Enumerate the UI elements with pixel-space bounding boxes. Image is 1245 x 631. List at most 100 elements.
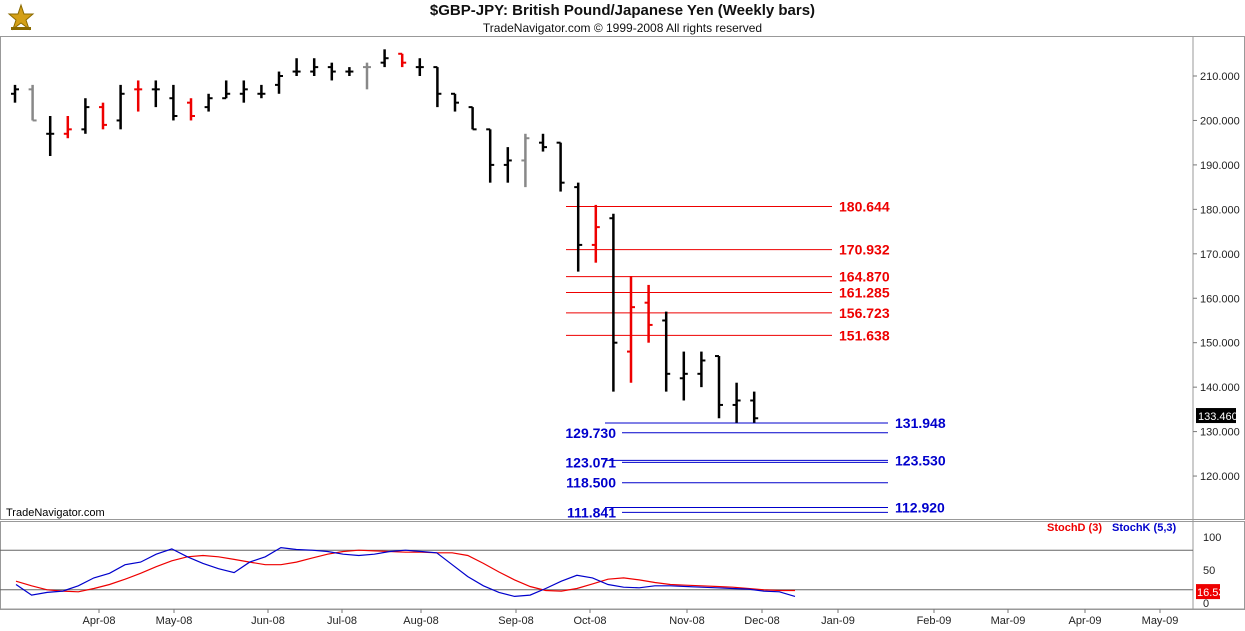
ohlc-bar bbox=[591, 204, 600, 263]
ohlc-bar bbox=[380, 49, 389, 68]
fib-level-label-blue: 123.530 bbox=[895, 452, 946, 468]
ohlc-bar bbox=[99, 102, 107, 130]
x-tick-label: Apr-08 bbox=[82, 615, 115, 627]
ohlc-bar bbox=[398, 52, 407, 68]
ohlc-bar bbox=[11, 84, 19, 103]
ohlc-bar bbox=[662, 311, 671, 392]
x-tick-label: Jan-09 bbox=[821, 615, 855, 627]
stoch-last-label: 16.53 bbox=[1197, 587, 1225, 599]
ohlc-bar bbox=[222, 80, 231, 100]
fib-level-label-red: 164.870 bbox=[839, 269, 890, 285]
stoch-series-line bbox=[15, 549, 795, 593]
ohlc-bar bbox=[187, 98, 195, 121]
fib-level-label-red: 170.932 bbox=[839, 242, 890, 258]
price-y-tick-label: 190.000 bbox=[1200, 160, 1240, 172]
legend-stochd: StochD (3) bbox=[1047, 522, 1102, 534]
ohlc-bar bbox=[627, 276, 635, 383]
ohlc-bar bbox=[451, 92, 459, 112]
ohlc-bar bbox=[415, 58, 424, 76]
ohlc-bar bbox=[732, 382, 741, 423]
price-y-tick-label: 170.000 bbox=[1200, 249, 1240, 261]
price-y-tick-label: 160.000 bbox=[1200, 293, 1240, 305]
ohlc-bar bbox=[609, 213, 618, 392]
fib-level-label-blue: 112.920 bbox=[895, 500, 945, 516]
fib-level-label-red: 156.723 bbox=[839, 305, 890, 321]
stoch-y-tick-label: 50 bbox=[1203, 565, 1215, 577]
ohlc-bar bbox=[275, 71, 283, 94]
watermark: TradeNavigator.com bbox=[6, 507, 105, 519]
ohlc-bar bbox=[521, 133, 530, 188]
ohlc-bar bbox=[46, 116, 55, 157]
fib-level-label-blue: 129.730 bbox=[565, 425, 616, 441]
fib-level-label-blue: 118.500 bbox=[566, 475, 616, 491]
x-tick-label: Nov-08 bbox=[669, 615, 704, 627]
ohlc-bar bbox=[345, 67, 354, 76]
ohlc-bar bbox=[539, 133, 547, 152]
ohlc-bar bbox=[169, 84, 178, 121]
ohlc-bar bbox=[468, 106, 477, 131]
stoch-last-badge bbox=[1196, 584, 1220, 600]
legend-stochk: StochK (5,3) bbox=[1112, 522, 1177, 534]
price-y-tick-label: 140.000 bbox=[1200, 382, 1240, 394]
ohlc-bar bbox=[433, 66, 442, 108]
ohlc-bar bbox=[715, 355, 723, 419]
stoch-y-tick-label: 100 bbox=[1203, 532, 1221, 544]
ohlc-bar bbox=[697, 351, 706, 388]
stochastic-panel: 0 50 100 StochD (3) StochK (5,3) 16.53 bbox=[0, 521, 1245, 610]
chart-subtitle: TradeNavigator.com © 1999-2008 All right… bbox=[482, 21, 763, 35]
stoch-series-line bbox=[15, 546, 796, 598]
fib-level-label-blue: 111.841 bbox=[567, 504, 616, 520]
x-tick-label: Oct-08 bbox=[573, 615, 606, 627]
x-tick-label: Sep-08 bbox=[498, 615, 533, 627]
ohlc-bar bbox=[204, 93, 213, 112]
ohlc-bar bbox=[644, 284, 653, 343]
fib-level-label-blue: 123.071 bbox=[565, 454, 616, 470]
ohlc-bar bbox=[574, 182, 583, 272]
trade-navigator-logo-icon bbox=[7, 3, 35, 31]
price-y-tick-label: 180.000 bbox=[1200, 204, 1240, 216]
ohlc-bar bbox=[151, 80, 160, 108]
x-tick-label: May-09 bbox=[1142, 615, 1179, 627]
x-tick-label: Jul-08 bbox=[327, 615, 357, 627]
chart-title: $GBP-JPY: British Pound/Japanese Yen (We… bbox=[429, 2, 816, 19]
ohlc-bar bbox=[134, 80, 143, 112]
ohlc-bar bbox=[363, 62, 371, 90]
fib-level-label-red: 161.285 bbox=[839, 285, 890, 301]
ohlc-bar bbox=[239, 80, 248, 103]
fib-level-label-blue: 131.948 bbox=[895, 415, 946, 431]
x-tick-label: May-08 bbox=[156, 615, 193, 627]
price-y-tick-label: 150.000 bbox=[1200, 338, 1240, 350]
x-tick-label: Mar-09 bbox=[991, 615, 1026, 627]
stoch-y-tick-label: 0 bbox=[1203, 598, 1209, 610]
ohlc-bar bbox=[292, 58, 301, 76]
ohlc-bar bbox=[750, 391, 759, 423]
ohlc-bar bbox=[556, 141, 565, 192]
last-price-badge bbox=[1196, 408, 1236, 424]
x-tick-label: Aug-08 bbox=[403, 615, 438, 627]
ohlc-bar bbox=[116, 84, 125, 130]
price-y-tick-label: 200.000 bbox=[1200, 115, 1240, 127]
ohlc-bar bbox=[257, 84, 266, 99]
ohlc-bar bbox=[327, 62, 336, 81]
fib-level-label-red: 151.638 bbox=[839, 327, 890, 343]
last-price-label: 133.460 bbox=[1198, 411, 1238, 423]
price-y-tick-label: 120.000 bbox=[1200, 471, 1240, 483]
price-y-tick-label: 210.000 bbox=[1200, 71, 1240, 83]
ohlc-bar bbox=[679, 351, 688, 401]
x-tick-label: Apr-09 bbox=[1068, 615, 1101, 627]
ohlc-bar bbox=[81, 98, 90, 134]
ohlc-bar bbox=[28, 84, 37, 122]
ohlc-bar bbox=[503, 147, 512, 183]
chart-header: $GBP-JPY: British Pound/Japanese Yen (We… bbox=[0, 0, 1245, 36]
price-panel-frame bbox=[0, 36, 1245, 520]
x-tick-label: Feb-09 bbox=[917, 615, 952, 627]
ohlc-bar bbox=[63, 116, 72, 139]
ohlc-bar bbox=[486, 128, 495, 183]
stoch-panel-frame bbox=[0, 521, 1245, 610]
x-tick-label: Jun-08 bbox=[251, 615, 285, 627]
price-panel: 120.000 130.000 140.000 150.000 160.000 170.0… bbox=[0, 36, 1245, 609]
ohlc-bar bbox=[310, 58, 319, 76]
price-y-tick-label: 130.000 bbox=[1200, 427, 1240, 439]
x-tick-label: Dec-08 bbox=[744, 615, 779, 627]
